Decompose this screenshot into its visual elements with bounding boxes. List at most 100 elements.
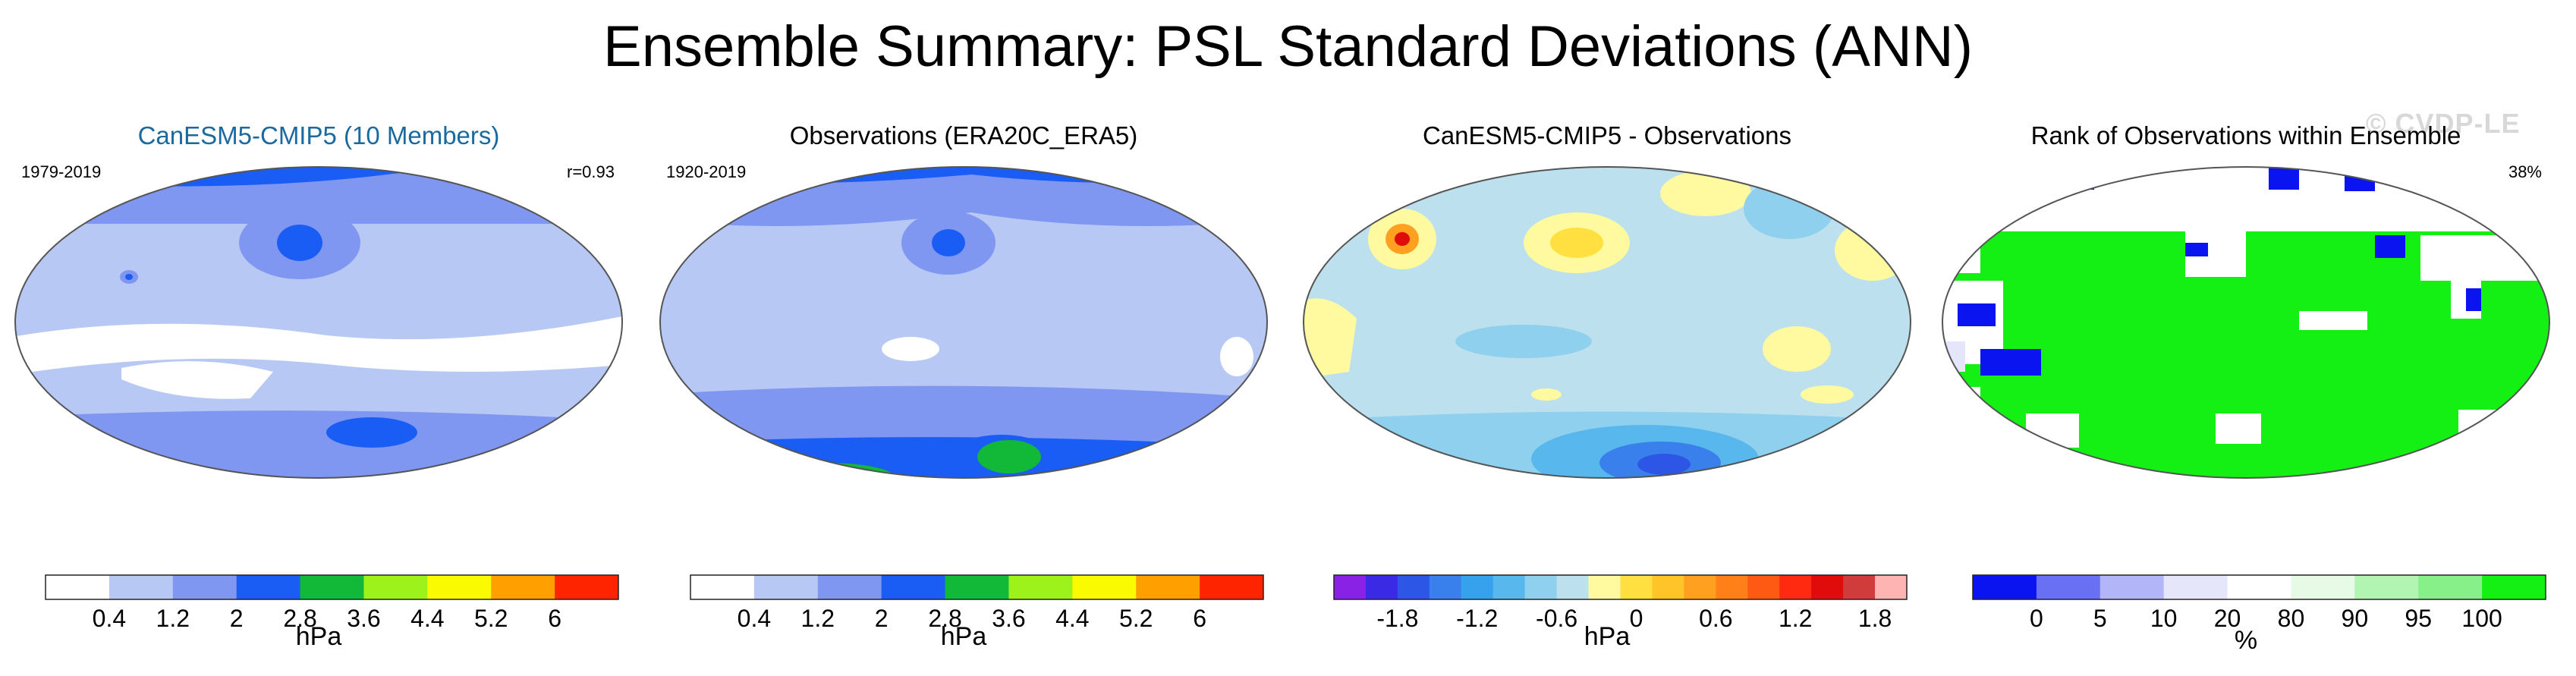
colorbar-tick-label: 1.8 xyxy=(1858,605,1892,632)
colorbar-swatch xyxy=(1684,575,1716,599)
colorbar-swatch xyxy=(491,575,555,599)
colorbar-swatch xyxy=(2354,575,2419,599)
colorbar-tick-label: -0.6 xyxy=(1536,605,1577,632)
colorbar-swatch xyxy=(1365,575,1398,599)
colorbar-units: % xyxy=(2234,626,2258,655)
colorbar-units: hPa xyxy=(940,622,987,651)
colorbar-diff: -1.8 -1.2 -0.6 0 0.6 1.2 1.8 xyxy=(1333,574,1908,632)
colorbar-border xyxy=(1333,574,1908,600)
panel-difference: CanESM5-CMIP5 - Observations -1.8 -1.2 -0.… xyxy=(1296,121,1918,668)
colorbar-swatch xyxy=(1716,575,1748,599)
colorbar-swatch xyxy=(1620,575,1653,599)
colorbar-tick-label: 100 xyxy=(2461,605,2502,632)
world-map xyxy=(659,166,1268,479)
colorbar-swatch xyxy=(1334,575,1367,599)
colorbar-tick-label: -1.8 xyxy=(1376,605,1418,632)
colorbar-swatch xyxy=(300,575,364,599)
colorbar-swatch xyxy=(1875,575,1908,599)
colorbar-swatch xyxy=(2036,575,2101,599)
colorbar-tick-label: 5.2 xyxy=(1119,605,1153,632)
colorbar-swatch xyxy=(1008,575,1073,599)
panel-model-sd: CanESM5-CMIP5 (10 Members) 1979-2019 r=0… xyxy=(8,121,630,668)
colorbar-swatch xyxy=(1556,575,1590,599)
colorbar-tick-label: 2 xyxy=(875,605,889,632)
panel-title: Observations (ERA20C_ERA5) xyxy=(789,121,1138,149)
colorbar-swatch xyxy=(555,575,619,599)
colorbar-tick-label: 6 xyxy=(1193,605,1206,632)
colorbar-tick-label: 1.2 xyxy=(156,605,190,632)
colorbar-swatch xyxy=(881,575,946,599)
colorbar-swatch xyxy=(1524,575,1558,599)
colorbar-swatch xyxy=(1652,575,1684,599)
panel-period: 1979-2019 xyxy=(21,162,102,181)
colorbar-tick-label: 1.2 xyxy=(801,605,835,632)
colorbar-tick-label: 0 xyxy=(2030,605,2043,632)
panel-title: CanESM5-CMIP5 - Observations xyxy=(1423,121,1791,149)
colorbar-sd: 0.4 1.2 2 2.8 3.6 4.4 5.2 6 xyxy=(690,574,1264,632)
colorbar-swatch xyxy=(1461,575,1494,599)
colorbar-swatch xyxy=(1492,575,1526,599)
world-map xyxy=(1942,166,2550,479)
colorbar-tick-label: 0.4 xyxy=(738,605,771,632)
colorbar-tick-label: 90 xyxy=(2342,605,2369,632)
colorbar-swatch xyxy=(1747,575,1780,599)
panel-rank-percent: 38% xyxy=(2508,162,2542,181)
colorbar-units: hPa xyxy=(295,622,342,651)
colorbar-swatch xyxy=(363,575,428,599)
colorbar-swatch xyxy=(2163,575,2228,599)
world-map xyxy=(1303,166,1911,479)
colorbar-swatch xyxy=(690,575,755,599)
colorbar-border xyxy=(1972,574,2546,600)
colorbar-swatch xyxy=(427,575,492,599)
panel-rank: Rank of Observations within Ensemble 38% xyxy=(1935,121,2557,668)
colorbar-border xyxy=(45,574,619,600)
panel-title: Rank of Observations within Ensemble xyxy=(2030,121,2461,149)
colorbar-swatch xyxy=(1072,575,1137,599)
colorbar-swatch xyxy=(1136,575,1200,599)
colorbar-swatch xyxy=(945,575,1009,599)
colorbar-tick-label: 5 xyxy=(2093,605,2107,632)
colorbar-tick-label: 1.2 xyxy=(1779,605,1812,632)
panel-observations-sd: Observations (ERA20C_ERA5) 1920-2019 0.4… xyxy=(653,121,1275,668)
colorbar-tick-label: 4.4 xyxy=(1055,605,1089,632)
colorbar-tick-label: 0.4 xyxy=(93,605,126,632)
colorbar-tick-label: 2.8 xyxy=(928,605,961,632)
colorbar-swatch xyxy=(1200,575,1264,599)
panel-period: 1920-2019 xyxy=(666,162,747,181)
colorbar-swatch xyxy=(1588,575,1621,599)
colorbar-tick-label: 95 xyxy=(2405,605,2432,632)
colorbar-tick-label: 6 xyxy=(548,605,561,632)
colorbar-tick-label: 20 xyxy=(2214,605,2241,632)
colorbar-tick-label: 5.2 xyxy=(474,605,508,632)
colorbar-swatch xyxy=(1779,575,1812,599)
colorbar-swatch xyxy=(753,575,819,599)
colorbar-swatch xyxy=(2482,575,2546,599)
colorbar-swatch xyxy=(1973,575,2037,599)
colorbar-swatch xyxy=(2418,575,2483,599)
colorbar-rank: 0 5 10 20 80 90 95 100 xyxy=(1972,574,2546,632)
colorbar-tick-label: 2.8 xyxy=(283,605,316,632)
colorbar-tick-label: 80 xyxy=(2278,605,2305,632)
colorbar-swatch xyxy=(817,575,882,599)
colorbar-tick-label: 0.6 xyxy=(1699,605,1732,632)
colorbar-swatch xyxy=(2099,575,2165,599)
colorbar-swatch xyxy=(2291,575,2355,599)
world-map xyxy=(14,166,623,479)
colorbar-tick-label: 10 xyxy=(2150,605,2178,632)
colorbar-sd: 0.4 1.2 2 2.8 3.6 4.4 5.2 6 xyxy=(45,574,619,632)
colorbar-tick-label: 4.4 xyxy=(410,605,444,632)
colorbar-swatch xyxy=(172,575,237,599)
colorbar-tick-label: -1.2 xyxy=(1456,605,1498,632)
colorbar-swatch xyxy=(46,575,110,599)
colorbar-swatch xyxy=(109,575,174,599)
panel-title: CanESM5-CMIP5 (10 Members) xyxy=(137,121,500,149)
colorbar-border xyxy=(690,574,1264,600)
colorbar-swatch xyxy=(1843,575,1876,599)
colorbar-swatch xyxy=(1811,575,1844,599)
colorbar-units: hPa xyxy=(1584,622,1631,651)
colorbar-tick-label: 3.6 xyxy=(992,605,1025,632)
colorbar-tick-label: 0 xyxy=(1630,605,1643,632)
colorbar-tick-label: 2 xyxy=(230,605,244,632)
colorbar-tick-label: 3.6 xyxy=(347,605,380,632)
colorbar-swatch xyxy=(1397,575,1430,599)
